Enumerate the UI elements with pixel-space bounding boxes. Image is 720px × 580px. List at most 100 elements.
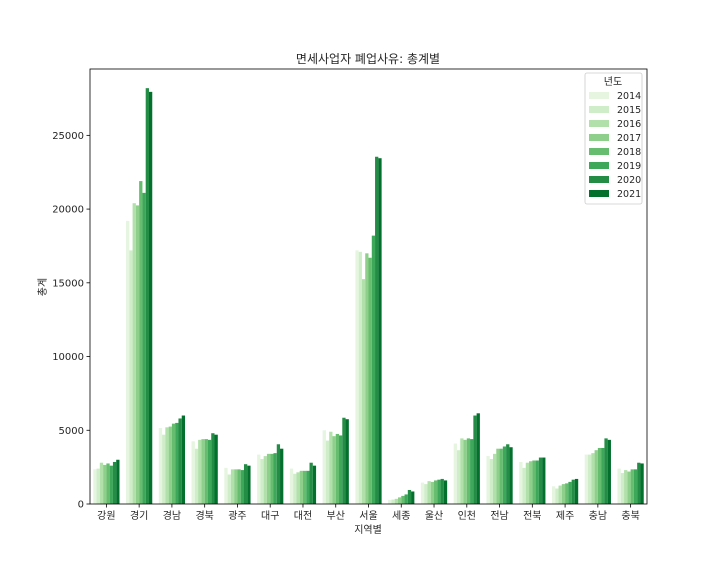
bar xyxy=(597,447,602,504)
legend-item: 2021 xyxy=(589,189,641,200)
bar-group xyxy=(322,417,349,504)
x-tick-label: 울산 xyxy=(425,510,443,522)
bar xyxy=(391,499,395,504)
bar xyxy=(588,454,592,504)
bar xyxy=(280,448,284,504)
bar xyxy=(407,489,412,504)
bar xyxy=(538,457,543,504)
bar xyxy=(109,465,113,504)
y-axis: 0 5000 10000 15000 20000 25000 xyxy=(52,131,90,511)
legend-swatch xyxy=(589,120,609,127)
bar xyxy=(243,464,248,504)
x-tick-label: 경기 xyxy=(130,509,148,522)
bar xyxy=(565,483,569,504)
bar xyxy=(519,461,523,504)
bar xyxy=(473,415,477,504)
bar xyxy=(234,469,238,504)
bar xyxy=(525,462,530,504)
bar xyxy=(266,453,271,504)
bar xyxy=(522,467,526,504)
bar-group xyxy=(289,462,317,504)
bar xyxy=(604,438,608,504)
bar xyxy=(194,448,199,504)
bar-group xyxy=(388,489,415,504)
x-tick-label: 충북 xyxy=(621,510,639,522)
bar xyxy=(171,423,176,504)
bar xyxy=(260,459,264,504)
bar xyxy=(211,433,215,504)
bar xyxy=(139,181,143,504)
bar-group xyxy=(420,478,448,504)
bar-group xyxy=(158,415,186,504)
bar xyxy=(214,434,218,504)
bar xyxy=(371,235,376,504)
bar xyxy=(424,484,428,504)
bar xyxy=(181,415,186,504)
bar xyxy=(470,439,474,504)
bar xyxy=(207,439,212,504)
legend-label: 2016 xyxy=(617,119,641,130)
y-tick-label: 15000 xyxy=(52,278,84,289)
x-tick-label: 강원 xyxy=(97,510,115,522)
bar xyxy=(443,480,448,504)
x-tick-label: 전북 xyxy=(523,510,541,522)
bar xyxy=(126,220,130,504)
y-tick-label: 25000 xyxy=(52,131,84,142)
bar xyxy=(620,473,625,504)
bar xyxy=(365,253,369,504)
bar-group xyxy=(355,156,382,505)
bar xyxy=(637,462,641,504)
bar xyxy=(499,448,503,504)
bar-group xyxy=(191,433,218,504)
legend-item: 2016 xyxy=(589,119,641,130)
bar xyxy=(168,426,172,504)
bar xyxy=(273,453,277,504)
bar xyxy=(325,440,330,504)
bar xyxy=(463,439,467,504)
bar xyxy=(116,459,120,504)
bar xyxy=(158,428,163,504)
bar xyxy=(561,484,566,504)
legend-label: 2019 xyxy=(617,161,641,172)
bar xyxy=(106,463,110,504)
bar xyxy=(93,469,97,504)
bar xyxy=(162,434,166,504)
bar xyxy=(345,419,349,504)
bar xyxy=(640,463,644,504)
bar xyxy=(276,444,281,504)
bar xyxy=(355,250,359,504)
legend: 년도 2014 2015 2016 2017 2018 2019 2020 2021 xyxy=(584,72,643,205)
bar xyxy=(368,257,372,504)
bar xyxy=(299,470,303,504)
bar xyxy=(375,156,379,505)
legend-item: 2015 xyxy=(589,105,641,116)
bar xyxy=(394,498,398,504)
bar xyxy=(627,471,631,504)
y-tick-label: 20000 xyxy=(52,205,84,216)
bar xyxy=(584,454,589,504)
bar-group xyxy=(224,464,251,504)
legend-label: 2015 xyxy=(617,105,641,116)
bar xyxy=(630,469,634,504)
bar xyxy=(430,481,435,504)
bar xyxy=(460,438,464,504)
bar xyxy=(453,443,457,504)
bar xyxy=(607,439,611,504)
chart-title: 면세사업자 폐업사유: 총계별 xyxy=(296,52,440,66)
bar xyxy=(198,439,202,504)
bar xyxy=(601,447,605,504)
bar xyxy=(496,448,500,504)
bar xyxy=(427,481,431,504)
bar xyxy=(230,469,235,504)
x-tick-label: 경남 xyxy=(163,509,181,522)
bar xyxy=(135,205,140,504)
bar-group xyxy=(551,478,579,504)
y-axis-label: 총계 xyxy=(37,278,49,296)
x-tick-label: 세종 xyxy=(392,510,410,522)
x-tick-label: 인천 xyxy=(458,510,476,522)
bar-group xyxy=(126,88,153,505)
bar xyxy=(476,413,480,504)
legend-item: 2019 xyxy=(589,161,641,172)
x-tick-label: 대전 xyxy=(294,510,312,522)
bars-layer xyxy=(93,88,644,505)
